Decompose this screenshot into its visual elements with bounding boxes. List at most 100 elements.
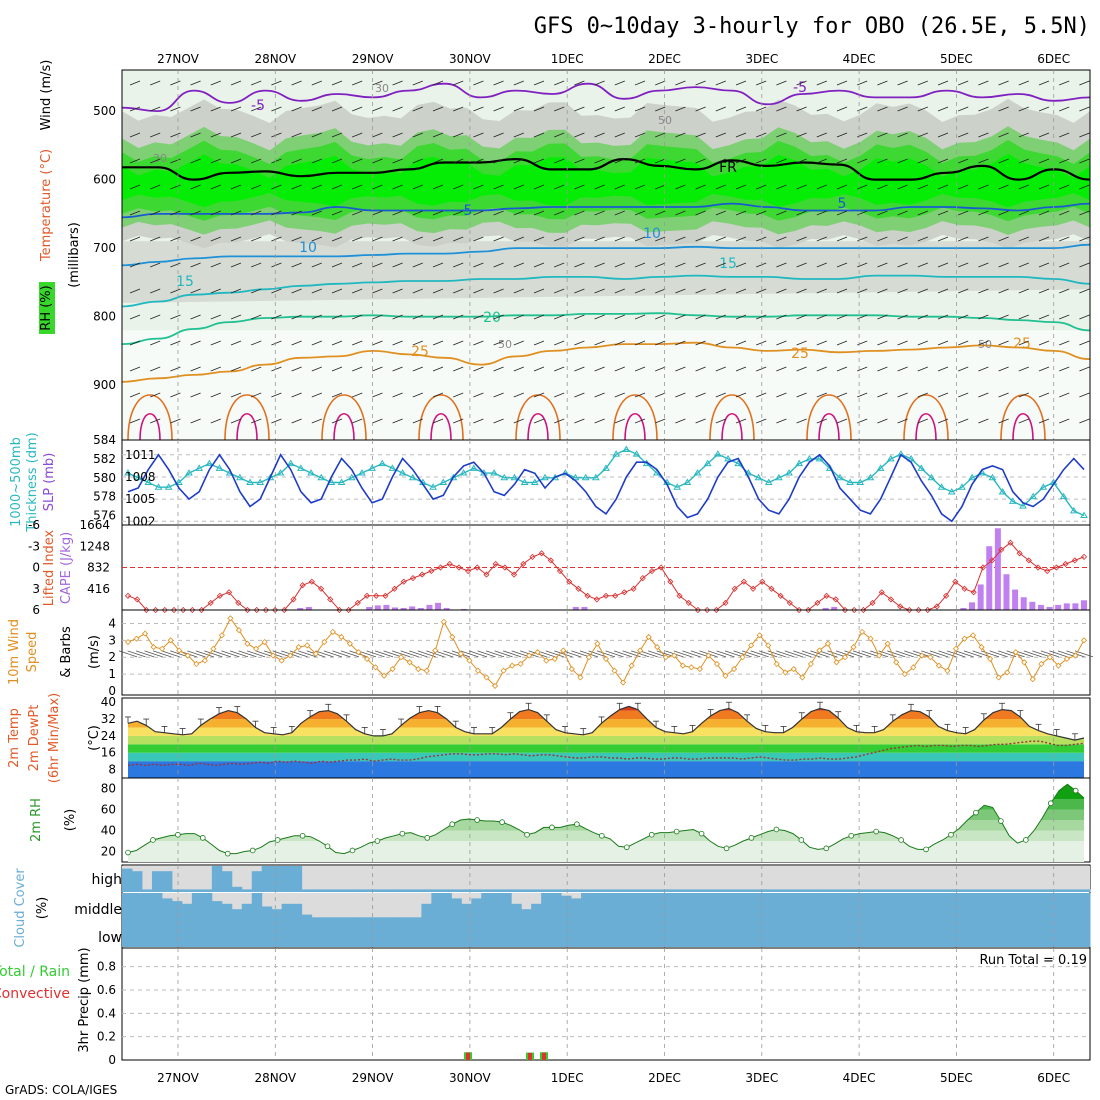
lifted-index-point [207,599,214,606]
wind-barb [655,158,666,164]
cloud-cell-middle [581,893,592,920]
wind-barb [352,158,363,164]
lifted-index-point [428,567,435,575]
wind-speed-point [372,664,379,671]
wind-speed-point [278,657,285,664]
wind-barb [594,262,605,268]
lifted-index-point [400,578,407,585]
wind-barb [190,366,201,372]
cloud-cell-middle [122,893,133,920]
rh-point [848,832,855,839]
wind-barb [170,392,181,398]
thickness-point [703,459,712,467]
wind-barb [877,106,888,112]
wind-barb [937,210,949,216]
date-label: 28NOV [254,1071,296,1085]
cloud-cell-middle [551,893,562,920]
wind-barb [251,80,262,86]
wind-barb [392,210,403,216]
thickness-point [744,469,753,476]
wind-speed-point [568,665,575,673]
lifted-index-point [520,560,527,568]
wind-barb [170,132,181,138]
wind-barb [352,418,363,424]
wind-barb [170,236,181,242]
temp-band [128,706,1084,711]
wind-barb [897,262,908,268]
thickness-point [205,459,214,467]
wind-barb [473,236,484,242]
wind-barb [978,80,989,86]
wind-barb [1018,392,1029,398]
cloud-cell-middle [281,903,293,920]
wind-barb [655,366,666,372]
wind-barb [978,366,989,372]
wind-barb [675,340,686,346]
isotherm-25 [121,341,1091,383]
wind-barb [1038,236,1050,242]
cloud-cell-middle [421,903,432,920]
wind-barb [372,80,383,86]
wind-barb [129,418,141,424]
cape-bar [443,607,450,610]
wind-barb [735,184,747,190]
lifted-index-point [501,564,508,571]
isotherm-label: 20 [483,310,501,326]
wind-barb [675,236,686,242]
temp-label-3: (6hr Min/Max) [47,693,62,783]
thickness-point [561,469,570,476]
y-tick-label: 80 [101,782,116,796]
cape-bar [426,604,433,610]
wind-barb [210,158,221,164]
wind-barb [776,418,787,424]
wind-speed-point [201,657,208,664]
wind-barb [946,650,966,658]
wind-barb [432,366,444,372]
y-tick-label: 0.6 [97,983,116,997]
wind-barb [545,650,564,658]
cloud-cell-low [610,920,622,947]
thickness-point [622,445,631,452]
wind-barb [190,314,201,320]
wind-barb [634,366,646,372]
wind-barb [170,262,181,268]
rh-label: RH (%) [39,285,54,330]
wind-barb [1018,262,1029,268]
thickness-point [429,483,437,490]
cloud-cell-middle [331,917,343,920]
wind-barb [796,418,807,424]
wind-barb [796,392,807,398]
wind-barb [210,288,221,294]
wind-barb [533,236,545,242]
wind-barb [594,184,605,190]
isotherm-label: -5 [793,80,807,96]
wind-speed-point [577,674,584,681]
wind-barb [937,314,949,320]
lifted-index-point [869,599,876,606]
wind-speed-point [679,662,686,669]
wind-barb [271,418,282,424]
wind-speed-point [662,654,669,661]
cloud-cell-middle [361,917,372,920]
wind-barb [1038,340,1050,346]
wind-barb [715,366,726,372]
wind-barb [998,340,1009,346]
wind-barb [190,158,201,164]
wind-barb [554,314,565,320]
y-tick-label: 1 [108,667,116,681]
cloud-cell-low [660,920,672,947]
cape-bar [994,528,1001,610]
wind-barb [372,418,383,424]
date-label: 6DEC [1037,1071,1070,1085]
wind-barb [574,418,585,424]
wind-barb [554,158,565,164]
date-label: 2DEC [648,1071,681,1085]
wind-speed-point [816,647,823,654]
wind-barb [533,288,545,294]
wind-barb [675,418,686,424]
wind-barb [1059,262,1070,268]
cape-bar [366,606,373,610]
rh-band [128,799,1084,810]
wind-barb [917,158,928,164]
wind-barb [170,418,181,424]
